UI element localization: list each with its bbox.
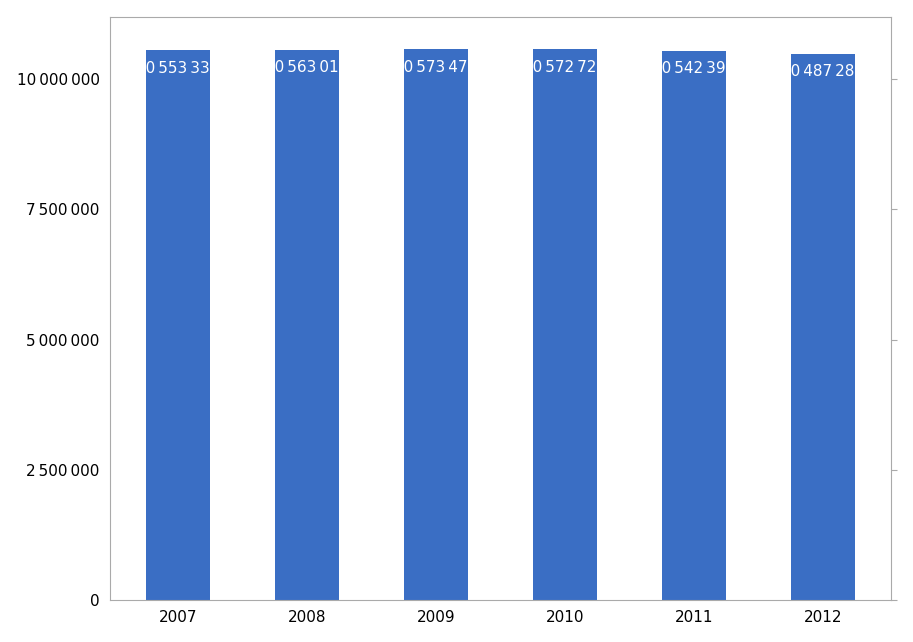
Text: 10 553 339: 10 553 339 [136, 61, 220, 76]
Text: 10 487 289: 10 487 289 [782, 64, 865, 79]
Text: 10 563 014: 10 563 014 [266, 60, 349, 75]
Text: 10 542 398: 10 542 398 [653, 62, 736, 76]
Bar [791, 54, 855, 600]
Bar [662, 51, 726, 600]
Text: 10 572 721: 10 572 721 [523, 60, 606, 74]
Bar [404, 49, 468, 600]
Text: 10 573 479: 10 573 479 [394, 60, 477, 74]
Bar [145, 50, 210, 600]
Bar [275, 50, 339, 600]
Bar [532, 49, 597, 600]
